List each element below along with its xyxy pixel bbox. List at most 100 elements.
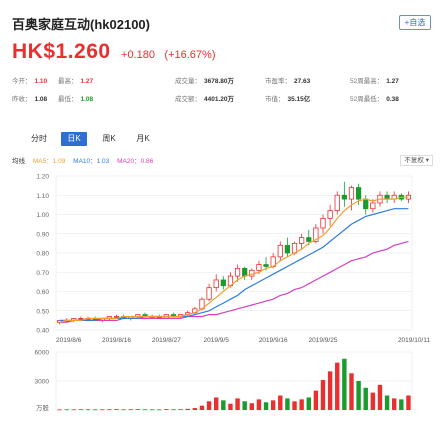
header: 百奥家庭互动(hk02100) +自选 [12,14,433,34]
volume-bar [164,409,169,410]
tab-3[interactable]: 月K [136,134,150,143]
price-adjust-select[interactable]: 不复权 ▾ [400,155,433,166]
xtick-label: 2019/9/16 [259,337,288,344]
volume-bar [213,397,219,410]
volume-bar [128,409,133,411]
volume-bar [256,399,262,410]
stat-value: 4401.20万 [204,96,234,103]
stat-value: 1.08 [34,96,48,103]
candle-body [263,264,269,267]
price-change: +0.180 [121,49,155,61]
stat-item: 成交额： 4401.20万 [175,93,234,103]
date-axis: 2019/8/6 2019/8/16 2019/8/27 2019/9/5 2019/9… [56,337,430,344]
volume-bar [185,408,190,410]
stat-label: 最低： [58,96,78,103]
volume-bar [406,395,411,410]
volume-bar [64,409,69,411]
legend-title: 均线 [12,158,25,165]
volume-bar [320,380,326,410]
stat-label: 市值： [265,96,285,103]
ytick-label: 0.70 [36,270,49,277]
volume-bar [121,409,126,411]
volume-bar [278,395,283,410]
volume-bar [377,384,383,410]
volume-bar [235,398,240,410]
legend-ma10: MA10：1.03 [73,158,110,165]
volume-bar [363,387,368,410]
volume-bar [327,371,333,410]
volume-bar [135,409,141,410]
stat-label: 成交量： [175,78,201,85]
volume-bar [313,390,319,410]
volume-bar [228,403,233,410]
ma20-line [59,240,409,323]
volume-bar [391,398,397,410]
volume-bar [349,373,354,410]
volume-bar [171,409,176,411]
volume-tick-label: 万股 [36,404,50,412]
candle-body [242,267,248,277]
xtick-label: 2019/8/6 [56,337,82,344]
stat-label: 今开： [12,78,32,85]
candle-body [78,318,84,320]
candle-body [256,264,262,271]
volume-bar [292,401,297,410]
candle-body [355,187,362,200]
volume-bar [71,409,77,411]
volume-bar [306,397,311,410]
volume-bar [270,400,276,410]
volume-bar [399,399,404,410]
volume-bar [299,399,304,410]
xtick-label: 2019/8/27 [152,337,181,344]
stat-value: 27.63 [294,78,311,85]
volume-bar [142,409,148,411]
current-price: HK$1.260 [12,40,111,63]
volume-bar [335,362,340,410]
candle-body [327,210,333,219]
candle-body [220,279,226,287]
candle-body [370,202,376,210]
ytick-label: 0.40 [36,328,49,335]
ytick-label: 1.20 [36,174,49,181]
xtick-label: 2019/8/16 [102,337,131,344]
add-watchlist-button[interactable]: +自选 [399,15,431,30]
ma-legend: 均线 MA5：1.09 MA10：1.03 MA20：0.86 [12,155,159,165]
volume-bar [242,401,247,410]
price-row: HK$1.260 +0.180 (+16.67%) [12,40,215,66]
price-change-percent: (+16.67%) [164,49,216,61]
tab-0[interactable]: 分时 [31,134,47,143]
stat-value: 1.10 [34,78,48,85]
candle-body [341,194,347,200]
volume-bar [100,409,105,411]
ytick-label: 0.60 [36,289,49,296]
stat-label: 成交额： [175,96,201,103]
candle-body [113,316,120,318]
candle-body [334,194,340,212]
volume-bar [107,409,112,411]
ytick-label: 0.80 [36,251,49,258]
legend-ma5: MA5：1.09 [32,158,66,165]
volume-tick-label: 6000 [35,350,50,357]
stat-label: 52周最高： [350,78,384,85]
volume-bar [221,400,226,410]
tab-2[interactable]: 周K [102,134,116,143]
stock-name: 百奥家庭互动(hk02100) [12,17,150,32]
stat-value: 35.15亿 [287,96,311,103]
xtick-label: 2019/9/25 [309,337,338,344]
candle-body [206,287,212,300]
price-axis: 0.40 0.50 0.60 0.70 0.80 0.90 1.00 1.10 1.20 [36,174,49,335]
volume-bar [114,409,119,410]
tab-1[interactable]: 日K [61,132,87,146]
stat-item: 最低： 1.08 [58,93,93,103]
ma5-line [59,196,409,323]
candle-body [348,187,355,200]
stat-item: 市值： 35.15亿 [265,93,310,103]
xtick-label: 2019/10/11 [398,337,430,344]
stat-label: 最高： [58,78,78,85]
stat-value: 3678.80万 [204,78,234,85]
ytick-label: 0.90 [36,231,49,238]
candle-body [284,244,291,254]
volume-bar [192,408,198,410]
volume-bar [263,402,269,410]
